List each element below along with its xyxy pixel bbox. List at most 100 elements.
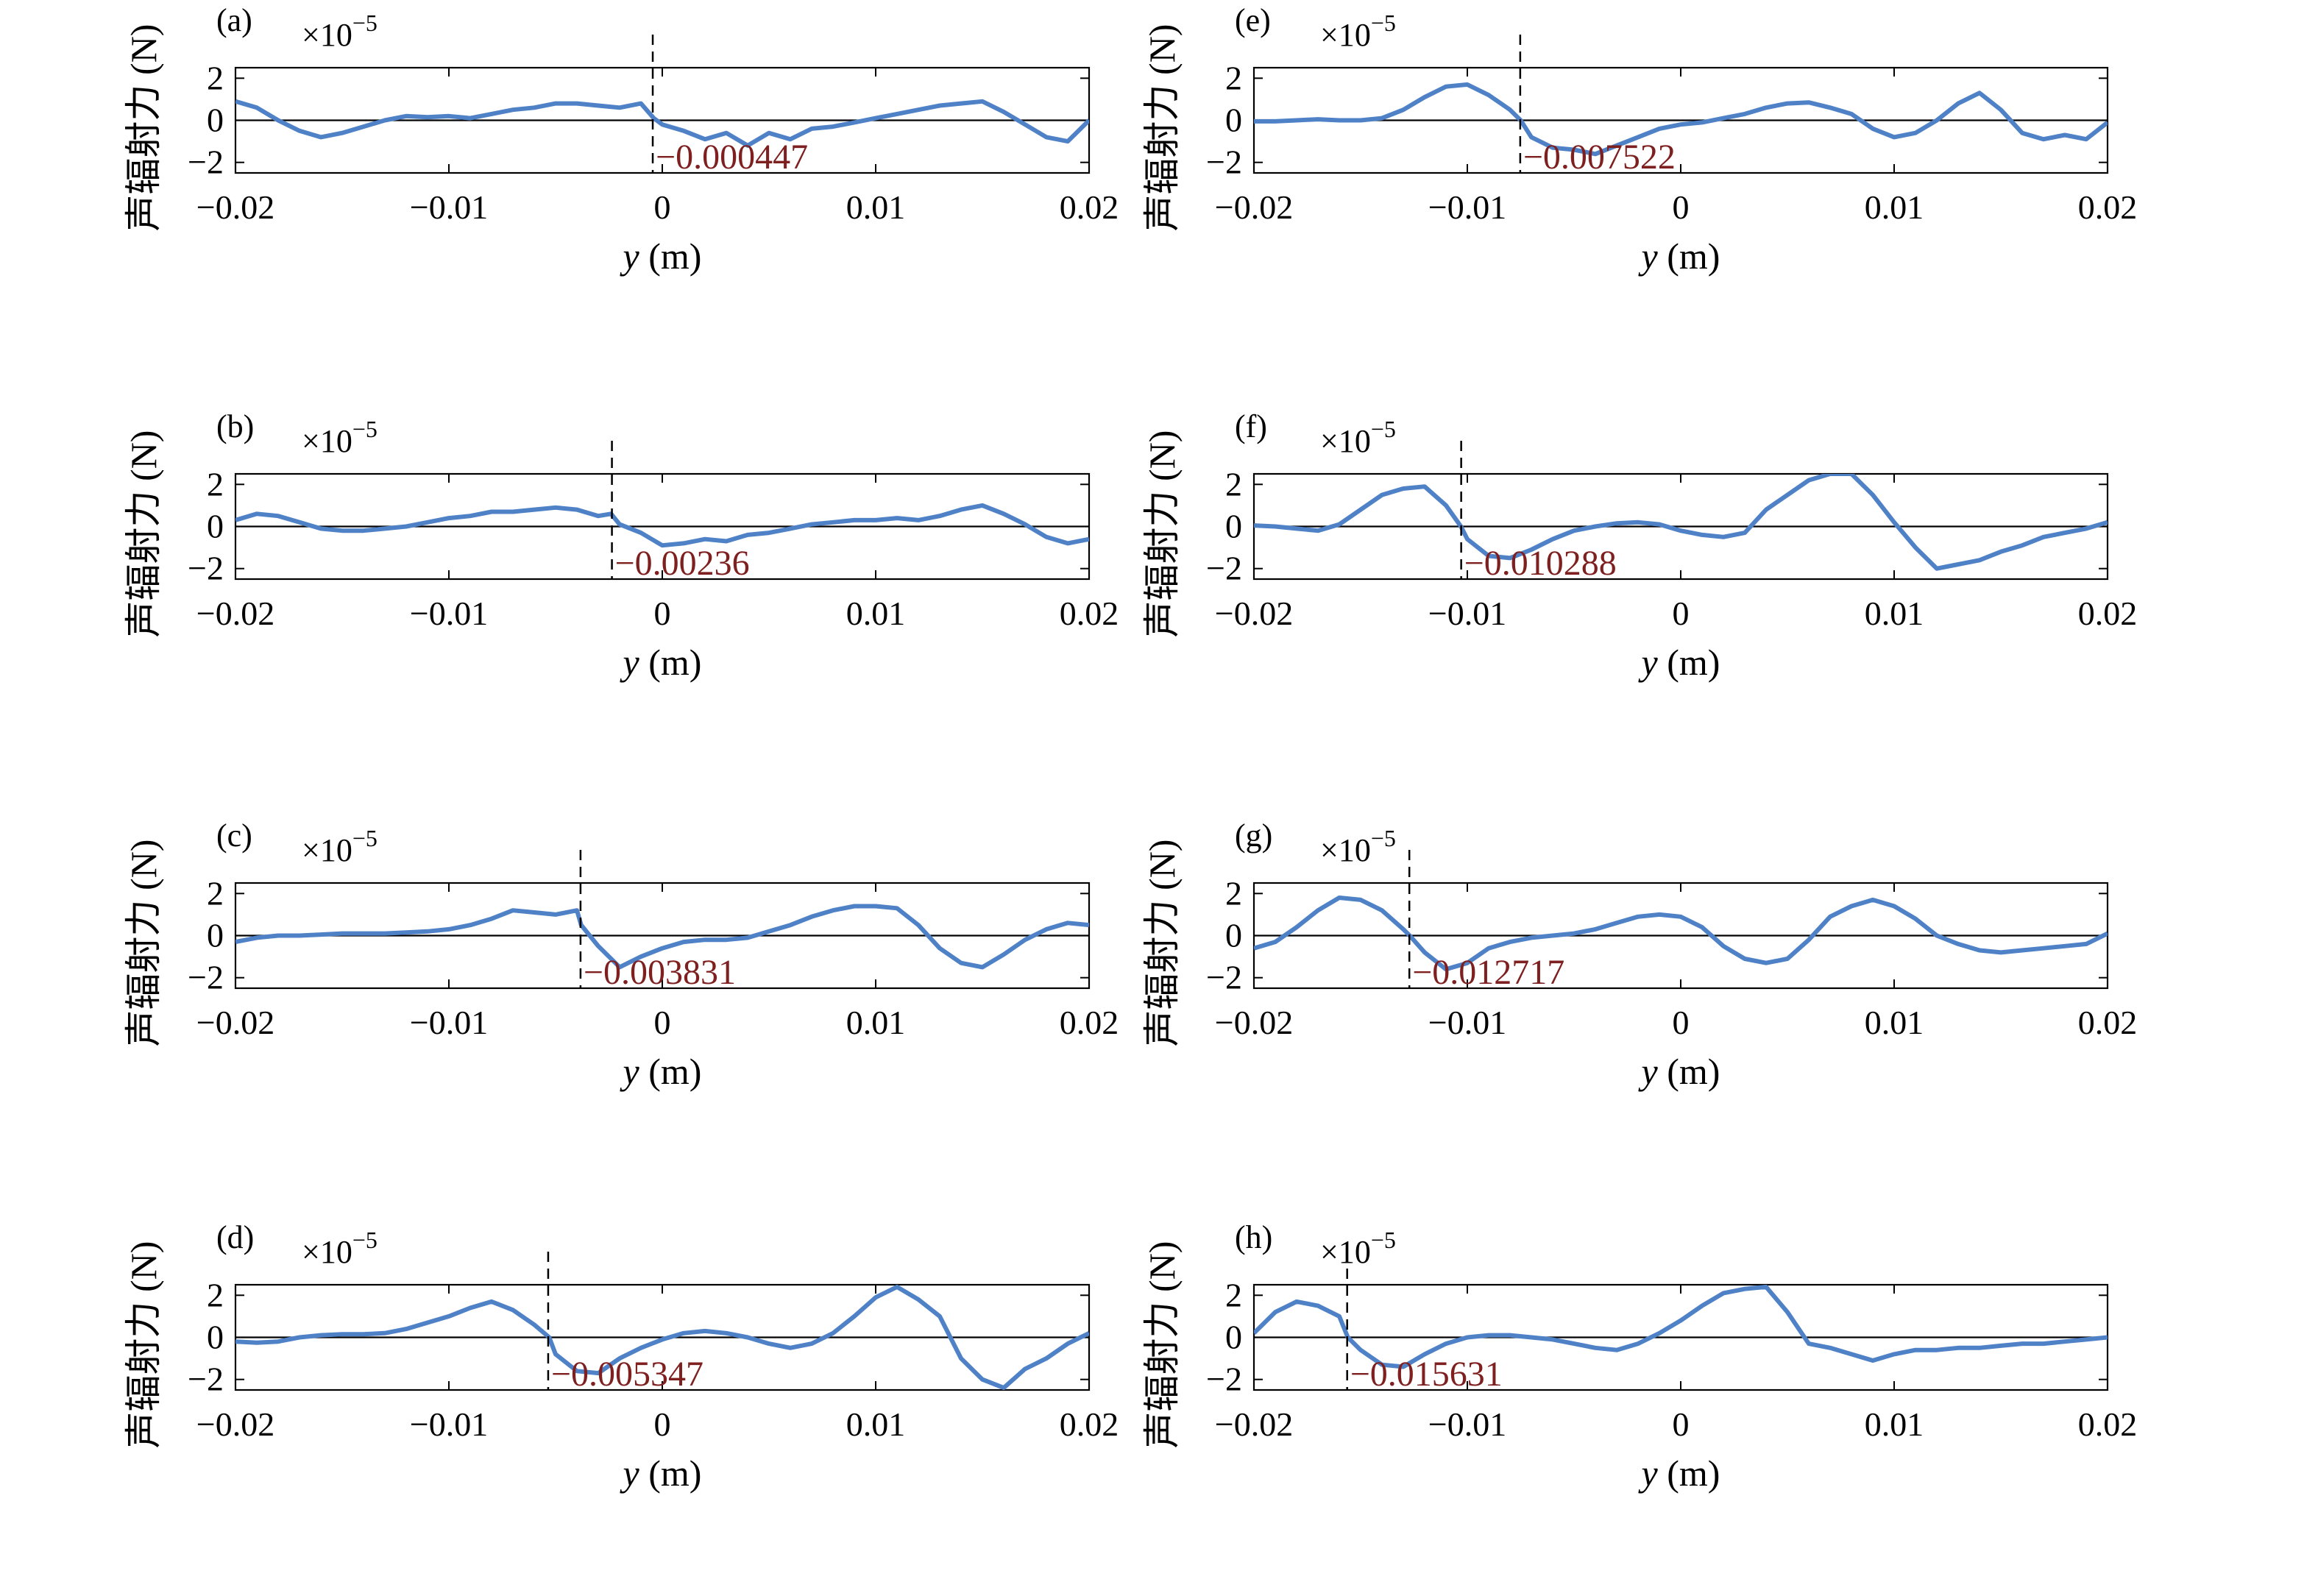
y-axis-title: 声辐射力 (N)	[123, 430, 164, 638]
exponent-power: −5	[352, 10, 378, 36]
y-tick-label: 0	[1225, 102, 1242, 139]
x-tick-label: −0.02	[1215, 595, 1293, 632]
y-tick-label: −2	[188, 550, 224, 587]
x-axis-variable: y	[1638, 1051, 1659, 1092]
exponent-base: ×10	[1320, 832, 1371, 868]
x-tick-label: 0.02	[2078, 1004, 2138, 1041]
x-tick-label: −0.01	[1428, 1405, 1506, 1443]
marker-value-label: −0.00236	[615, 544, 750, 583]
x-tick-label: −0.01	[410, 1004, 488, 1041]
x-tick-label: −0.01	[1428, 1004, 1506, 1041]
x-axis-unit: (m)	[1658, 1051, 1720, 1092]
y-tick-label: 2	[207, 465, 224, 503]
exponent-power: −5	[352, 1227, 378, 1253]
x-tick-label: 0.01	[846, 188, 906, 226]
marker-value-label: −0.015631	[1350, 1355, 1503, 1394]
x-tick-label: −0.02	[196, 1004, 274, 1041]
x-tick-label: −0.01	[410, 1405, 488, 1443]
x-axis-unit: (m)	[639, 1051, 702, 1092]
y-tick-label: 2	[1225, 1276, 1242, 1313]
exponent-power: −5	[1371, 825, 1396, 851]
x-tick-label: −0.02	[1215, 1004, 1293, 1041]
x-axis-unit: (m)	[639, 235, 702, 277]
series-line	[235, 99, 1089, 148]
x-axis-variable: y	[620, 1453, 640, 1494]
x-tick-label: −0.01	[410, 188, 488, 226]
panel-label: (f)	[1235, 408, 1267, 444]
x-tick-label: 0.01	[1865, 595, 1924, 632]
x-tick-label: 0.01	[1865, 1004, 1924, 1041]
chart-panel: −0.02 −0.01 0 0.01 0.02 −2 0 2 (d) ×10−5 声辐射力 (N) y…	[123, 1219, 1119, 1494]
y-tick-label: 2	[207, 59, 224, 96]
series-line	[235, 904, 1089, 970]
y-axis-title: 声辐射力 (N)	[123, 840, 164, 1047]
chart-panel: −0.02 −0.01 0 0.01 0.02 −2 0 2 (a) ×10−5 声辐射力 (N) y…	[123, 2, 1119, 277]
panel-label: (a)	[216, 2, 252, 38]
x-tick-label: 0	[654, 595, 671, 632]
y-axis-title: 声辐射力 (N)	[1141, 430, 1183, 638]
x-tick-label: 0	[1673, 188, 1690, 226]
x-tick-label: 0.01	[846, 1004, 906, 1041]
panel-label: (b)	[216, 408, 254, 444]
y-axis-title: 声辐射力 (N)	[123, 1241, 164, 1449]
x-tick-label: 0.02	[1060, 595, 1119, 632]
series-line	[1254, 82, 2108, 157]
y-tick-label: 2	[207, 874, 224, 912]
x-tick-label: −0.02	[1215, 1405, 1293, 1443]
y-axis-title: 声辐射力 (N)	[123, 24, 164, 232]
chart-panel: −0.02 −0.01 0 0.01 0.02 −2 0 2 (h) ×10−5 声辐射力 (N) y…	[1141, 1219, 2137, 1494]
y-tick-label: −2	[1206, 959, 1242, 996]
x-tick-label: 0.02	[1060, 1004, 1119, 1041]
series-line	[1254, 895, 2108, 972]
x-axis-variable: y	[620, 642, 640, 683]
marker-value-label: −0.010288	[1464, 544, 1617, 583]
x-axis-unit: (m)	[639, 642, 702, 683]
exponent-label: ×10−5	[1320, 825, 1396, 868]
x-tick-label: −0.02	[1215, 188, 1293, 226]
x-tick-label: −0.02	[196, 595, 274, 632]
x-axis-title: y (m)	[620, 642, 702, 683]
y-tick-label: −2	[1206, 1361, 1242, 1398]
exponent-base: ×10	[302, 832, 352, 868]
chart-panel: −0.02 −0.01 0 0.01 0.02 −2 0 2 (c) ×10−5 声辐射力 (N) y…	[123, 817, 1119, 1092]
x-tick-label: 0.02	[2078, 1405, 2138, 1443]
y-tick-label: −2	[1206, 550, 1242, 587]
x-tick-label: 0	[1673, 1004, 1690, 1041]
x-tick-label: −0.01	[1428, 188, 1506, 226]
exponent-base: ×10	[302, 17, 352, 53]
y-axis-title: 声辐射力 (N)	[1141, 24, 1183, 232]
x-axis-variable: y	[620, 1051, 640, 1092]
panel-label: (e)	[1235, 2, 1271, 38]
panel-label: (d)	[216, 1219, 254, 1255]
y-tick-label: 2	[207, 1276, 224, 1313]
x-axis-unit: (m)	[1658, 1453, 1720, 1494]
x-tick-label: −0.01	[1428, 595, 1506, 632]
y-tick-label: 0	[207, 1319, 224, 1356]
x-axis-title: y (m)	[620, 1453, 702, 1494]
x-axis-variable: y	[1638, 235, 1659, 277]
x-axis-title: y (m)	[620, 1051, 702, 1092]
y-tick-label: 0	[1225, 508, 1242, 545]
x-tick-label: 0	[654, 188, 671, 226]
y-axis-title: 声辐射力 (N)	[1141, 840, 1183, 1047]
series-line	[235, 503, 1089, 548]
x-tick-label: −0.01	[410, 595, 488, 632]
y-axis-title: 声辐射力 (N)	[1141, 1241, 1183, 1449]
y-tick-label: 0	[207, 508, 224, 545]
x-tick-label: 0	[1673, 1405, 1690, 1443]
exponent-power: −5	[1371, 10, 1396, 36]
exponent-label: ×10−5	[1320, 1227, 1396, 1270]
x-tick-label: 0.01	[846, 595, 906, 632]
chart-panel: −0.02 −0.01 0 0.01 0.02 −2 0 2 (e) ×10−5 声辐射力 (N) y…	[1141, 2, 2137, 277]
x-tick-label: −0.02	[196, 188, 274, 226]
exponent-power: −5	[352, 416, 378, 442]
chart-panel: −0.02 −0.01 0 0.01 0.02 −2 0 2 (f) ×10−5 声辐射力 (N) y…	[1141, 408, 2137, 683]
x-axis-title: y (m)	[1638, 1051, 1720, 1092]
y-tick-label: −2	[188, 959, 224, 996]
exponent-base: ×10	[1320, 1234, 1371, 1270]
x-axis-unit: (m)	[1658, 235, 1720, 277]
y-tick-label: −2	[188, 1361, 224, 1398]
x-tick-label: −0.02	[196, 1405, 274, 1443]
x-tick-label: 0.02	[1060, 1405, 1119, 1443]
